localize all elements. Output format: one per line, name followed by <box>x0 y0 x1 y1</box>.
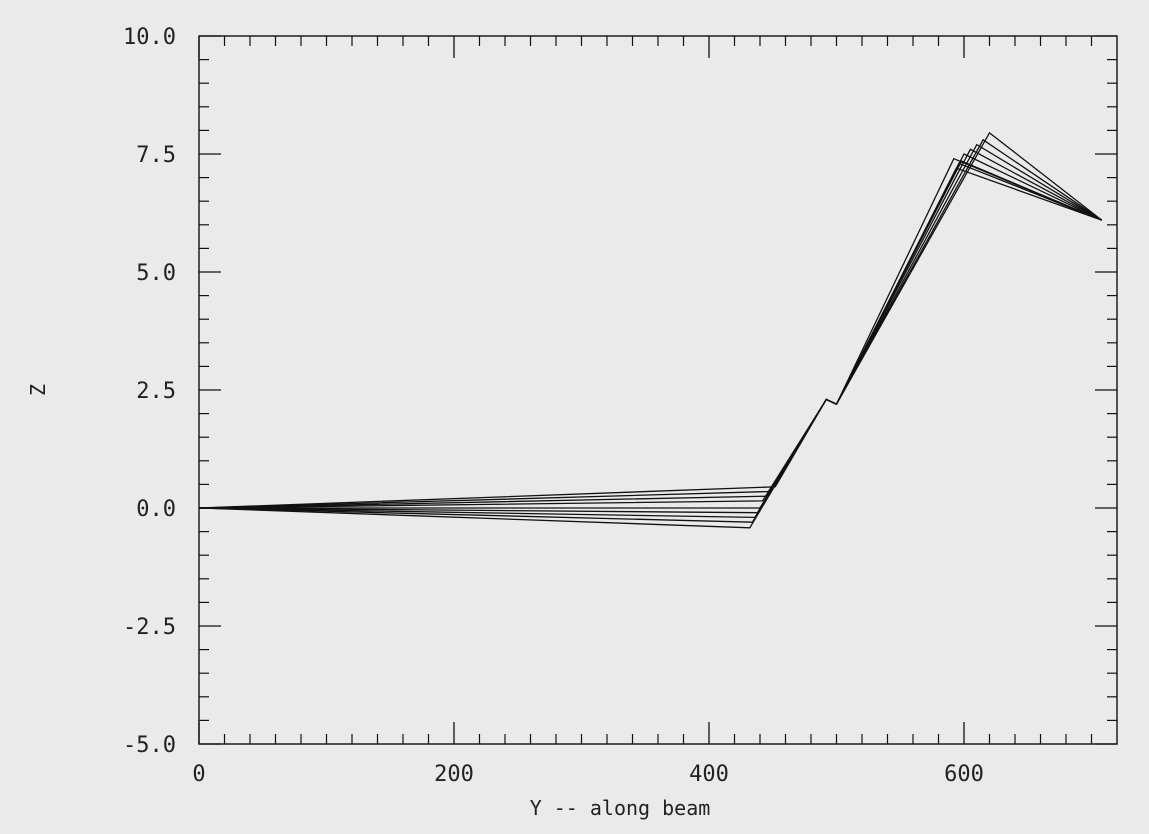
x-tick-label: 400 <box>689 762 729 787</box>
y-tick-label: 0.0 <box>136 497 176 522</box>
x-tick-labels: 0 200 400 600 <box>192 762 984 787</box>
x-tick-label: 200 <box>434 762 474 787</box>
series-line-3 <box>198 143 1103 509</box>
minor-ticks <box>199 36 1117 744</box>
series-line-1 <box>198 131 1103 509</box>
y-tick-label: 2.5 <box>136 379 176 404</box>
series-line-7 <box>198 162 1102 519</box>
x-axis-label: Y -- along beam <box>530 796 711 820</box>
y-tick-label: -5.0 <box>123 733 176 758</box>
y-tick-label: 7.5 <box>136 143 176 168</box>
y-tick-label: -2.5 <box>123 615 176 640</box>
series-line-2 <box>198 138 1103 509</box>
x-tick-label: 0 <box>192 762 205 787</box>
plot-frame <box>198 35 1118 745</box>
y-tick-label: 5.0 <box>136 261 176 286</box>
y-tick-labels: -5.0 -2.5 0.0 2.5 5.0 7.5 10.0 <box>123 25 176 758</box>
series-line-4 <box>198 148 1103 509</box>
series-line-5 <box>199 153 1102 509</box>
series-line-9 <box>198 157 1102 529</box>
major-ticks <box>198 35 1117 745</box>
series-lines <box>198 131 1103 529</box>
y-tick-label: 10.0 <box>123 25 176 50</box>
x-tick-label: 600 <box>944 762 984 787</box>
y-axis-label: Z <box>26 384 50 396</box>
series-line-6 <box>198 160 1102 514</box>
series-line-8 <box>198 167 1102 523</box>
